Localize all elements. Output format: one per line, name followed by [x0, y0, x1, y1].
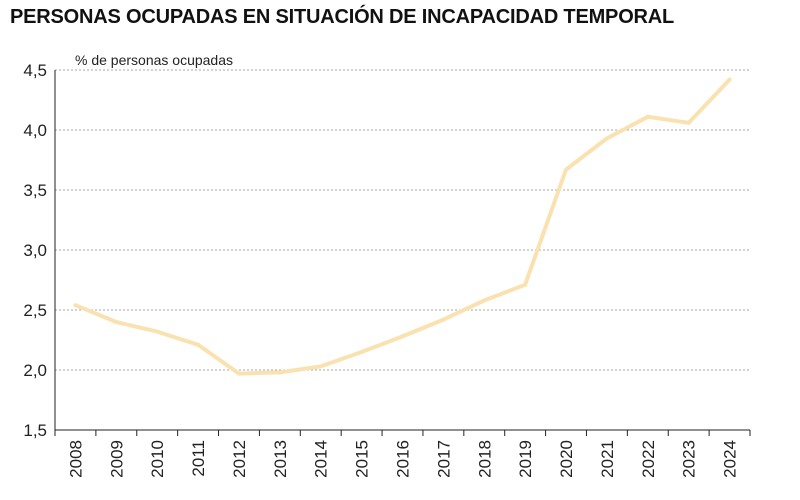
x-tick-label: 2020 [557, 440, 576, 478]
x-tick-label: 2011 [189, 440, 208, 477]
data-point [604, 136, 609, 141]
series [73, 77, 732, 376]
data-point [564, 167, 569, 172]
data-point [441, 317, 446, 322]
data-point [236, 371, 241, 376]
y-tick-label: 3,5 [23, 181, 47, 200]
data-point [318, 364, 323, 369]
data-point [155, 329, 160, 334]
data-point [645, 114, 650, 119]
x-tick-label: 2010 [148, 440, 167, 478]
data-point [523, 282, 528, 287]
x-tick-label: 2021 [598, 440, 617, 478]
x-tick-label: 2022 [639, 440, 658, 478]
y-axis-label: % de personas ocupadas [75, 52, 233, 68]
data-point [114, 320, 119, 324]
data-point [686, 120, 691, 125]
y-tick-label: 2,0 [23, 361, 47, 380]
y-tick-label: 3,0 [23, 241, 47, 260]
grid-lines [55, 69, 750, 371]
x-tick-label: 2017 [434, 440, 453, 478]
x-tick-label: 2018 [475, 440, 494, 478]
x-tick-label: 2015 [353, 440, 372, 478]
x-tick-label: 2012 [230, 440, 249, 478]
x-tick-label: 2023 [680, 440, 699, 478]
data-point [482, 298, 487, 303]
data-point [400, 334, 405, 339]
x-tick-label: 2014 [312, 440, 331, 478]
axes [54, 70, 751, 436]
series-line [73, 77, 732, 376]
y-tick-label: 4,5 [23, 61, 47, 80]
y-tick-label: 4,0 [23, 121, 47, 140]
x-tick-labels: 2008 2009 2010 2011 2012 2013 2014 2015 2016 2017… [66, 440, 739, 478]
x-tick-label: 2009 [107, 440, 126, 478]
x-tick-label: 2024 [721, 440, 740, 478]
data-point [359, 350, 364, 354]
x-tick-label: 2013 [271, 440, 290, 478]
x-tick-label: 2019 [516, 440, 535, 478]
x-tick-label: 2008 [66, 440, 85, 478]
y-tick-labels: 1,5 2,0 2,5 3,0 3,5 4,0 4,5 [23, 61, 47, 440]
data-point [73, 303, 78, 308]
y-tick-label: 1,5 [23, 421, 47, 440]
data-point [196, 342, 201, 347]
chart-title: PERSONAS OCUPADAS EN SITUACIÓN DE INCAPA… [10, 6, 675, 28]
data-point [277, 370, 282, 375]
x-tick-label: 2016 [394, 440, 413, 478]
y-tick-label: 2,5 [23, 301, 47, 320]
data-point [727, 77, 732, 82]
